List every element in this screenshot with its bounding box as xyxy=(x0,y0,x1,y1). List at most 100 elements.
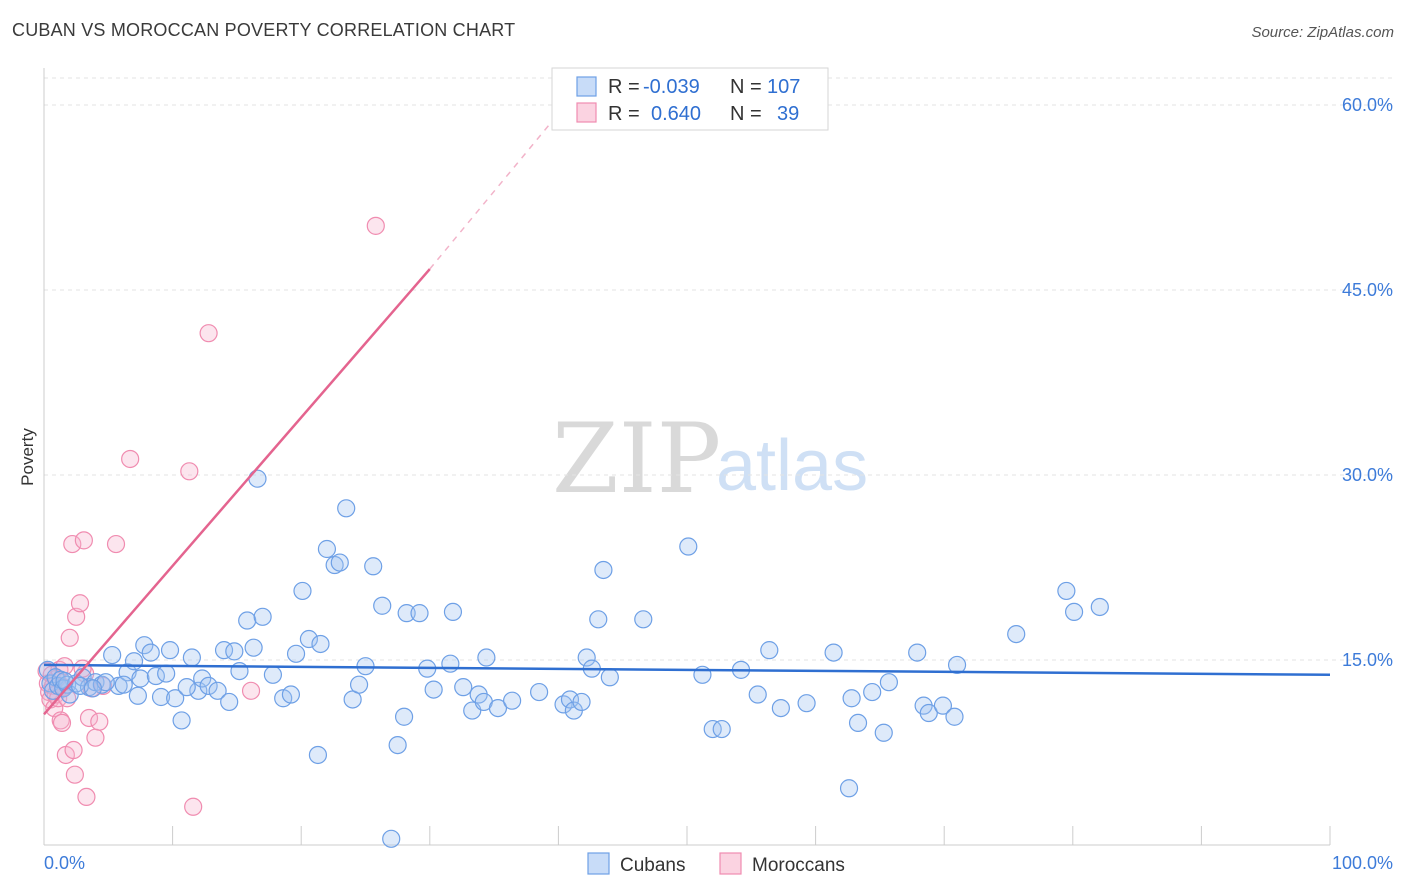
point-cubans-65 xyxy=(443,602,463,622)
point-moroccans-35 xyxy=(241,681,261,700)
point-cubans-116 xyxy=(177,678,196,697)
point-moroccans-28 xyxy=(86,728,105,747)
point-cubans-46 xyxy=(308,745,328,765)
point-cubans-23 xyxy=(151,687,171,707)
point-cubans-38 xyxy=(248,469,267,488)
point-moroccans-26 xyxy=(79,708,99,728)
point-moroccans-20 xyxy=(65,765,84,784)
bottom-legend-label-cubans: Cubans xyxy=(620,855,686,876)
point-cubans-51 xyxy=(337,499,356,518)
legend-r-label-cubans: R = xyxy=(608,76,640,98)
point-cubans-21 xyxy=(141,643,160,662)
point-cubans-64 xyxy=(441,654,460,673)
point-cubans-63 xyxy=(424,680,443,699)
point-moroccans-25 xyxy=(77,787,96,807)
point-cubans-42 xyxy=(281,685,301,704)
point-moroccans-23 xyxy=(74,531,93,550)
y-tick-label-30: 30.0% xyxy=(1342,465,1393,485)
point-cubans-48 xyxy=(317,539,337,559)
legend-box: R = -0.039 N = 107 R = 0.640 N = 39 xyxy=(551,67,829,131)
point-cubans-58 xyxy=(388,735,407,755)
point-cubans-40 xyxy=(263,665,283,684)
point-moroccans-32 xyxy=(180,462,199,481)
point-moroccans-33 xyxy=(184,797,203,816)
point-cubans-29 xyxy=(193,669,212,688)
y-tick-label-60: 60.0% xyxy=(1342,95,1393,115)
point-cubans-17 xyxy=(124,652,144,671)
point-cubans-31 xyxy=(208,681,227,700)
point-cubans-90 xyxy=(760,641,779,660)
point-cubans-105 xyxy=(947,655,967,675)
point-cubans-106 xyxy=(1007,624,1026,644)
point-cubans-57 xyxy=(382,829,401,848)
point-moroccans-19 xyxy=(64,740,83,760)
point-cubans-75 xyxy=(560,690,580,709)
point-cubans-56 xyxy=(373,596,392,615)
point-moroccans-21 xyxy=(67,607,86,626)
point-cubans-103 xyxy=(933,696,953,715)
point-cubans-14 xyxy=(103,645,122,665)
point-cubans-34 xyxy=(225,642,244,661)
point-moroccans-22 xyxy=(70,594,90,613)
trend-lines xyxy=(43,113,1331,716)
point-cubans-25 xyxy=(166,689,185,708)
point-cubans-59 xyxy=(394,707,414,726)
point-cubans-107 xyxy=(1057,581,1076,601)
point-cubans-115 xyxy=(157,664,176,683)
point-cubans-37 xyxy=(244,638,263,657)
x-tick-label-100: 100.0% xyxy=(1332,853,1393,873)
trend-line-cubans xyxy=(43,663,1331,677)
point-cubans-78 xyxy=(577,648,596,667)
bottom-legend-swatch-cubans xyxy=(587,852,610,875)
point-cubans-109 xyxy=(1090,597,1109,617)
y-tick-label-45: 45.0% xyxy=(1342,280,1393,300)
point-cubans-93 xyxy=(824,643,843,662)
point-cubans-18 xyxy=(128,686,147,705)
legend-n-value-cubans: 107 xyxy=(767,76,800,98)
y-tick-label-15: 15.0% xyxy=(1342,650,1393,670)
point-cubans-60 xyxy=(397,604,416,623)
point-cubans-43 xyxy=(286,644,306,663)
point-cubans-95 xyxy=(842,689,861,708)
watermark-atlas: atlas xyxy=(716,426,868,506)
point-cubans-97 xyxy=(863,682,882,702)
point-cubans-91 xyxy=(771,698,790,718)
point-cubans-77 xyxy=(572,692,591,712)
point-moroccans-29 xyxy=(90,712,109,731)
point-cubans-19 xyxy=(131,669,150,688)
point-moroccans-17 xyxy=(60,628,79,647)
point-cubans-84 xyxy=(679,537,698,556)
legend-r-value-cubans: -0.039 xyxy=(643,76,700,98)
series-moroccans xyxy=(37,216,385,816)
point-cubans-47 xyxy=(311,634,330,654)
point-cubans-82 xyxy=(600,668,619,687)
point-cubans-27 xyxy=(182,648,201,667)
point-cubans-39 xyxy=(253,607,272,626)
trend-line-moroccans-extension xyxy=(429,113,559,270)
point-cubans-71 xyxy=(488,698,508,718)
y-axis-label: Poverty xyxy=(18,428,37,486)
point-moroccans-34 xyxy=(199,324,218,343)
point-moroccans-18 xyxy=(63,534,82,554)
bottom-legend-swatch-moroccans xyxy=(719,852,742,875)
point-cubans-30 xyxy=(199,676,218,696)
point-cubans-45 xyxy=(299,629,319,649)
point-cubans-98 xyxy=(874,723,893,742)
y-tick-labels: 15.0% 30.0% 45.0% 60.0% xyxy=(1342,95,1393,670)
legend-n-label-moroccans: N = xyxy=(730,103,762,125)
point-cubans-44 xyxy=(293,581,312,601)
point-cubans-89 xyxy=(748,685,767,704)
point-cubans-36 xyxy=(238,611,257,630)
point-cubans-66 xyxy=(454,678,473,697)
point-cubans-20 xyxy=(135,636,154,655)
point-cubans-73 xyxy=(530,682,549,702)
point-cubans-108 xyxy=(1064,602,1084,622)
trend-line-moroccans xyxy=(43,268,431,716)
gridlines xyxy=(44,77,1392,661)
legend-n-value-moroccans: 39 xyxy=(777,103,799,125)
point-cubans-96 xyxy=(848,713,868,733)
x-tick-label-0: 0.0% xyxy=(44,853,85,873)
point-cubans-55 xyxy=(364,557,383,576)
point-cubans-61 xyxy=(410,604,429,623)
